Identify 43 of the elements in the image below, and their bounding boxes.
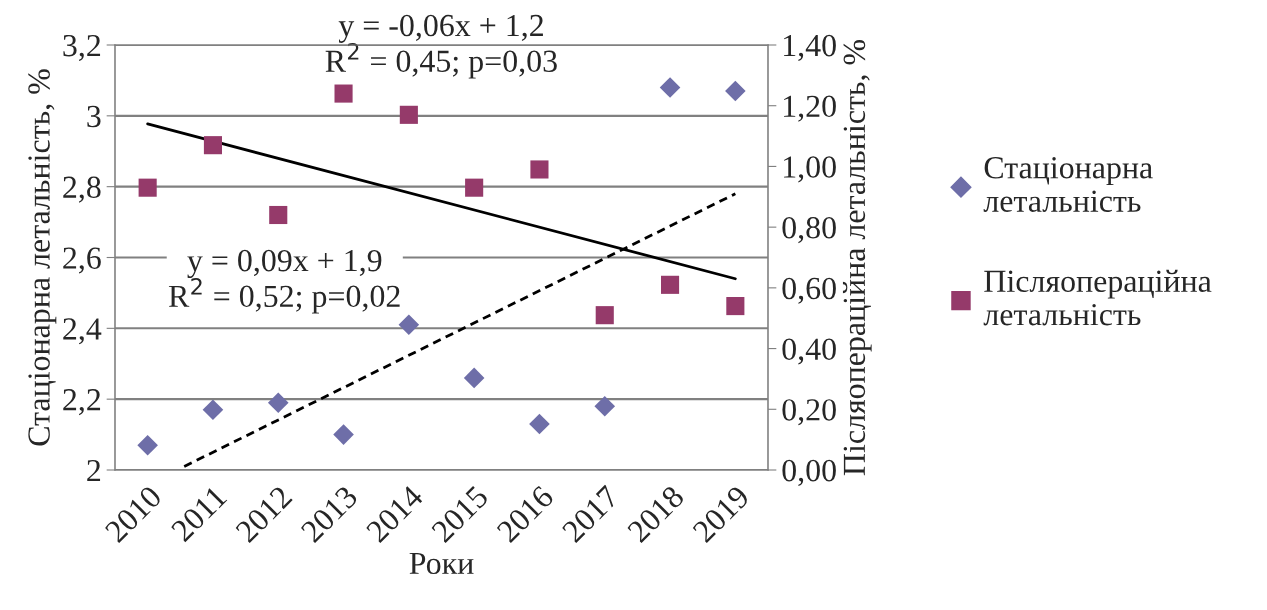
point	[137, 434, 158, 456]
y2-tick-label: 1,20	[784, 95, 836, 122]
y2-tick-label: 0,20	[782, 399, 836, 426]
point	[269, 205, 288, 225]
point	[334, 84, 353, 103]
annotation: y = 0,09x + 1,9 R$^{2}$ = 0,52; p=0,02	[168, 249, 400, 314]
y2-tick-label: 0,00	[782, 459, 836, 486]
y2-tick-label: 1,40	[784, 34, 836, 61]
point	[138, 178, 157, 197]
y-tick-label: 2,6	[63, 247, 101, 274]
point	[661, 275, 680, 294]
y2-tick-label: 1,00	[784, 156, 836, 183]
point	[530, 160, 549, 179]
point	[203, 136, 222, 155]
point	[398, 314, 420, 336]
y-tick-label: 3	[87, 105, 101, 128]
point	[463, 367, 485, 389]
point	[202, 399, 224, 421]
y-tick-label: 2,2	[63, 389, 101, 416]
point	[659, 77, 681, 98]
y2-axis-title: Післяопераційна летальність, %	[842, 40, 872, 476]
point	[333, 424, 354, 445]
y-axis-title: Стаціонарна летальність, %	[28, 69, 57, 446]
legend-label: Стаціонарна летальність	[983, 157, 1153, 212]
x-tick-label: 2011	[170, 485, 228, 543]
point	[726, 297, 745, 316]
point	[594, 395, 616, 417]
x-axis-title: Роки	[409, 552, 474, 575]
legend-label: Післяопераційна летальність	[983, 269, 1212, 326]
y-tick-label: 3,2	[63, 34, 101, 61]
point	[267, 392, 289, 414]
point	[399, 105, 418, 124]
annotation: y = -0,06x + 1,2 R$^{2}$ = 0,45; p=0,03	[325, 14, 557, 79]
point	[595, 306, 614, 325]
y-tick-label: 2,8	[63, 176, 101, 203]
y2-tick-label: 0,40	[782, 338, 836, 365]
point	[725, 80, 746, 102]
y-tick-label: 2,4	[63, 318, 102, 345]
y2-tick-label: 0,60	[782, 277, 836, 304]
point	[465, 178, 484, 197]
point	[529, 413, 550, 435]
y2-tick-label: 0,80	[782, 216, 836, 244]
y-tick-label: 2	[87, 459, 101, 482]
